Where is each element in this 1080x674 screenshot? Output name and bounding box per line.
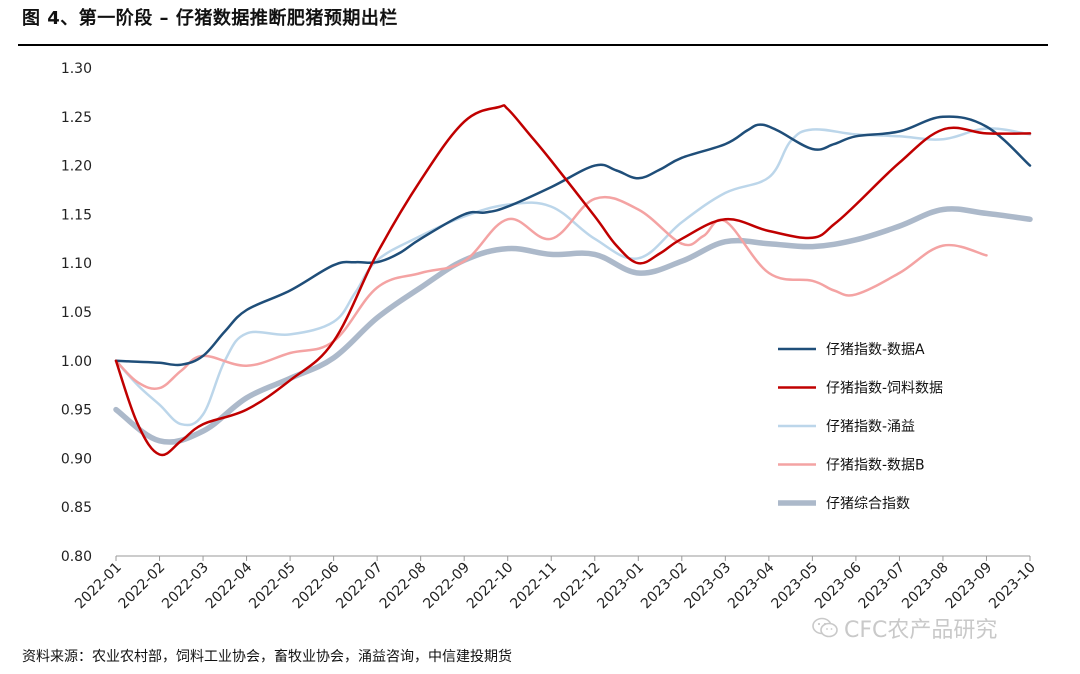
y-tick-label: 1.15 — [61, 207, 92, 223]
x-tick-label: 2023-08 — [899, 560, 952, 613]
x-tick-label: 2022-07 — [333, 560, 386, 613]
legend-label: 仔猪指数-饲料数据 — [826, 381, 943, 397]
legend-label: 仔猪指数-数据B — [826, 458, 925, 474]
x-tick-label: 2022-04 — [203, 559, 256, 612]
x-tick-label: 2022-08 — [377, 560, 430, 613]
x-tick-label: 2022-03 — [159, 560, 212, 613]
title-rule — [18, 44, 1048, 46]
chart-axes: 0.80 0.85 0.90 0.95 1.00 1.05 1.10 1.15 1.20 1.25… — [61, 61, 1039, 612]
chart-title: 图 4、第一阶段 – 仔猪数据推断肥猪预期出栏 — [22, 8, 398, 29]
x-tick-label: 2022-06 — [290, 559, 343, 612]
legend-label: 仔猪指数-数据A — [826, 342, 925, 358]
y-tick-label: 0.85 — [61, 500, 92, 516]
x-tick-label: 2022-12 — [551, 560, 604, 613]
x-tick-label: 2022-01 — [72, 560, 125, 613]
x-tick-label: 2022-11 — [507, 560, 560, 613]
series-line-3 — [114, 195, 988, 391]
y-tick-label: 1.20 — [61, 159, 92, 175]
series-line-2 — [114, 127, 1032, 427]
x-tick-label: 2022-02 — [116, 560, 169, 613]
chart-series — [113, 104, 1033, 457]
x-tick-label: 2022-05 — [246, 560, 299, 613]
legend-label: 仔猪综合指数 — [826, 496, 910, 512]
x-tick-label: 2023-09 — [943, 560, 996, 613]
y-tick-label: 1.30 — [61, 61, 92, 77]
source-note: 资料来源：农业农村部，饲料工业协会，畜牧业协会，涌益咨询，中信建投期货 — [22, 649, 512, 665]
y-tick-label: 0.80 — [61, 549, 92, 565]
x-tick-label: 2023-06 — [812, 559, 865, 612]
y-tick-label: 1.10 — [61, 256, 92, 272]
x-tick-label: 2023-04 — [725, 559, 778, 612]
y-tick-label: 0.95 — [61, 403, 92, 419]
y-tick-label: 0.90 — [61, 451, 92, 467]
x-tick-label: 2023-05 — [769, 560, 822, 613]
x-tick-label: 2023-07 — [856, 560, 909, 613]
y-tick-label: 1.05 — [61, 305, 92, 321]
line-chart: 0.80 0.85 0.90 0.95 1.00 1.05 1.10 1.15 1.20 1.25… — [61, 61, 1039, 612]
series-line-1 — [114, 104, 1032, 457]
x-tick-label: 2023-02 — [638, 560, 691, 613]
x-tick-label: 2023-01 — [594, 560, 647, 613]
series-line-0 — [114, 115, 1032, 367]
x-tick-label: 2023-10 — [986, 560, 1039, 613]
y-tick-label: 1.00 — [61, 354, 92, 370]
legend-label: 仔猪指数-涌益 — [826, 419, 915, 435]
series-line-4 — [113, 206, 1033, 445]
x-tick-label: 2022-10 — [464, 560, 517, 613]
watermark: CFC农产品研究 — [812, 612, 997, 644]
wechat-icon — [812, 617, 838, 638]
y-tick-label: 1.25 — [61, 110, 92, 126]
x-tick-label: 2023-03 — [681, 560, 734, 613]
x-tick-label: 2022-09 — [420, 560, 473, 613]
watermark-text: CFC农产品研究 — [844, 618, 998, 643]
